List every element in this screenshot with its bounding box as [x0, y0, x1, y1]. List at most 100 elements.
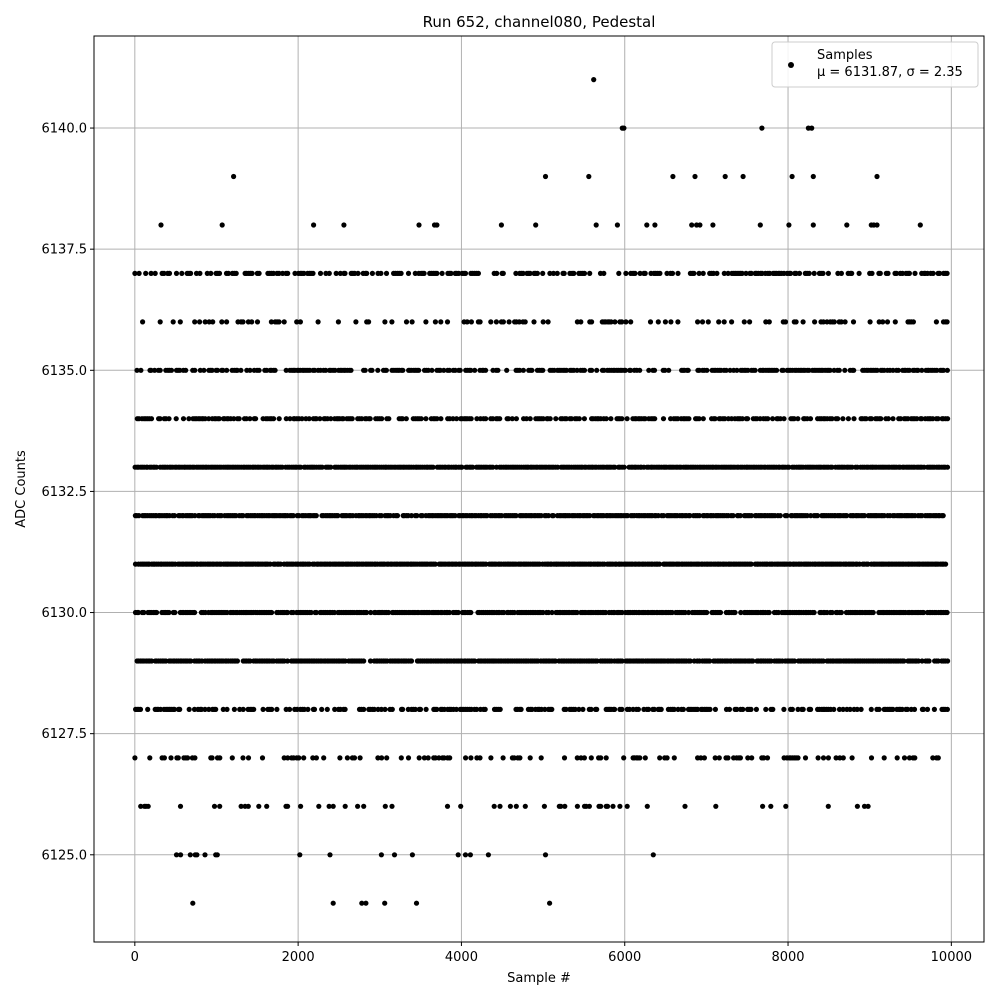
data-point: [335, 513, 341, 519]
data-point: [136, 270, 142, 276]
data-point: [652, 222, 658, 228]
data-point: [158, 222, 164, 228]
x-tick-label: 10000: [931, 950, 972, 965]
data-point: [944, 319, 950, 325]
data-point: [598, 803, 604, 809]
data-point: [233, 270, 239, 276]
data-point: [933, 319, 940, 325]
data-point: [132, 755, 138, 761]
data-point: [249, 270, 255, 276]
data-point: [157, 319, 163, 325]
data-point: [152, 270, 158, 276]
data-point: [576, 706, 582, 713]
data-point: [712, 706, 719, 713]
data-point: [135, 609, 141, 616]
data-point: [245, 755, 252, 761]
data-point: [554, 270, 560, 276]
data-point: [910, 319, 917, 325]
data-point: [646, 706, 652, 713]
data-point: [497, 803, 503, 809]
data-point: [935, 755, 941, 761]
data-point: [188, 270, 194, 276]
data-point: [616, 270, 622, 276]
y-axis-ticks: 6125.0 6127.5 6130.0 6132.5 6135.0 6137.5 6140…: [42, 122, 94, 863]
data-point: [482, 706, 488, 713]
data-point: [355, 270, 361, 276]
data-point: [884, 319, 891, 325]
data-point: [416, 367, 422, 373]
data-point: [219, 222, 225, 228]
data-point: [225, 270, 231, 276]
data-point: [297, 319, 303, 325]
data-point: [802, 755, 809, 761]
data-point: [906, 755, 913, 761]
data-point: [367, 416, 373, 422]
data-point: [906, 367, 913, 373]
data-point: [454, 416, 460, 422]
data-point: [812, 319, 818, 325]
data-point: [523, 416, 530, 422]
data-point: [808, 706, 814, 713]
data-point: [574, 755, 580, 761]
data-point: [696, 416, 702, 422]
data-point: [527, 270, 533, 276]
data-point: [750, 658, 756, 664]
data-point: [657, 270, 663, 276]
data-point: [842, 319, 848, 325]
data-point: [868, 755, 875, 761]
data-point: [269, 609, 275, 616]
data-point: [470, 464, 476, 470]
data-point: [844, 222, 850, 228]
data-point: [707, 706, 713, 713]
data-point: [877, 270, 883, 276]
data-point: [477, 319, 483, 325]
data-point: [621, 125, 627, 131]
data-point: [919, 367, 925, 373]
data-point: [542, 173, 549, 180]
data-point: [359, 900, 365, 906]
data-point: [680, 706, 687, 713]
data-point: [550, 270, 557, 276]
data-point: [214, 852, 220, 858]
data-point: [500, 319, 506, 325]
data-point: [477, 755, 483, 761]
data-point: [612, 319, 618, 325]
data-point: [192, 319, 198, 325]
data-point: [531, 319, 537, 325]
data-point: [326, 803, 332, 809]
data-point: [621, 464, 627, 470]
data-point: [898, 416, 904, 422]
data-point: [522, 319, 528, 325]
data-point: [399, 416, 406, 422]
data-point: [874, 367, 880, 373]
legend: Samples μ = 6131.87, σ = 2.35: [771, 41, 979, 88]
data-point: [500, 270, 506, 276]
data-point: [598, 755, 604, 761]
data-point: [796, 270, 803, 276]
data-point: [517, 755, 523, 761]
data-point: [180, 416, 187, 422]
data-point: [414, 513, 420, 519]
data-point: [224, 367, 230, 373]
data-point: [513, 416, 520, 422]
data-point: [662, 319, 669, 325]
data-point: [836, 706, 843, 713]
data-point: [671, 755, 677, 761]
data-point: [668, 319, 674, 325]
data-point: [529, 367, 535, 373]
data-point: [610, 803, 616, 809]
data-point: [383, 367, 389, 373]
data-point: [361, 658, 367, 664]
data-point: [547, 900, 553, 906]
data-point: [780, 367, 787, 373]
x-tick-label: 0: [131, 950, 139, 965]
data-point: [766, 319, 772, 325]
data-point: [177, 319, 183, 325]
data-point: [622, 367, 629, 373]
data-point: [670, 173, 676, 180]
data-point: [935, 416, 941, 422]
data-point: [849, 270, 855, 276]
data-point: [209, 755, 215, 761]
data-point: [642, 416, 648, 422]
